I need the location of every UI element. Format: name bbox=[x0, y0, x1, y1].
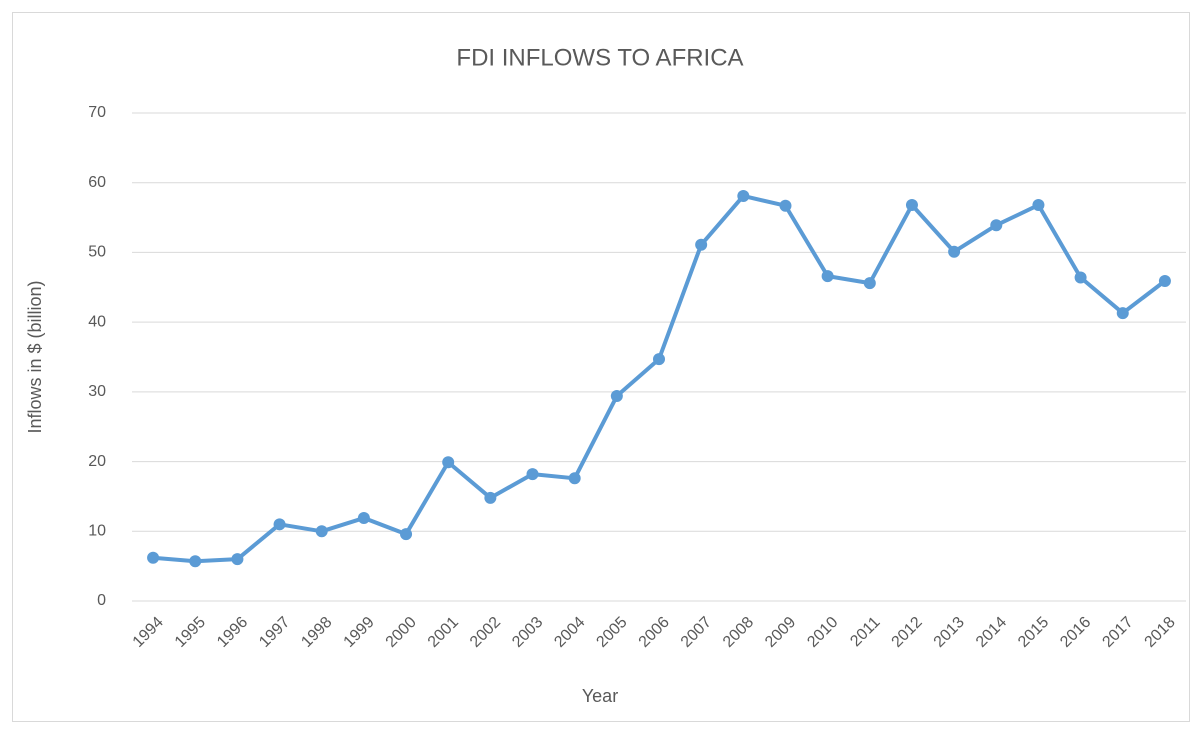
data-point bbox=[526, 468, 539, 481]
data-point bbox=[779, 199, 792, 212]
data-point bbox=[1158, 275, 1171, 288]
data-point bbox=[442, 456, 455, 469]
data-point bbox=[948, 245, 961, 258]
data-point bbox=[189, 555, 202, 568]
data-point bbox=[147, 551, 160, 564]
data-point bbox=[568, 472, 581, 485]
data-point bbox=[990, 219, 1003, 232]
data-point bbox=[484, 491, 497, 504]
data-point bbox=[357, 512, 370, 525]
data-point bbox=[315, 525, 328, 538]
y-tick-label: 50 bbox=[88, 244, 106, 261]
data-point bbox=[863, 277, 876, 290]
data-point bbox=[695, 238, 708, 251]
y-tick-label: 40 bbox=[88, 313, 106, 330]
y-tick-label: 30 bbox=[88, 383, 106, 400]
data-point bbox=[610, 390, 623, 403]
chart-title: FDI INFLOWS TO AFRICA bbox=[456, 44, 743, 71]
data-point bbox=[273, 518, 286, 531]
y-tick-label: 20 bbox=[88, 453, 106, 470]
data-point bbox=[1074, 271, 1087, 284]
data-point bbox=[1116, 307, 1129, 320]
y-tick-label: 0 bbox=[97, 592, 106, 609]
data-point bbox=[400, 528, 413, 541]
data-point bbox=[737, 189, 750, 202]
y-tick-label: 70 bbox=[88, 104, 106, 121]
x-axis-title: Year bbox=[582, 686, 618, 706]
y-tick-label: 10 bbox=[88, 523, 106, 540]
data-point bbox=[231, 553, 244, 566]
data-point bbox=[821, 270, 834, 283]
data-point bbox=[1032, 199, 1045, 212]
data-point bbox=[653, 353, 665, 366]
y-axis-title: Inflows in $ (billion) bbox=[25, 280, 45, 433]
data-point bbox=[905, 199, 918, 212]
chart-frame bbox=[12, 12, 1190, 722]
y-tick-label: 60 bbox=[88, 174, 106, 191]
